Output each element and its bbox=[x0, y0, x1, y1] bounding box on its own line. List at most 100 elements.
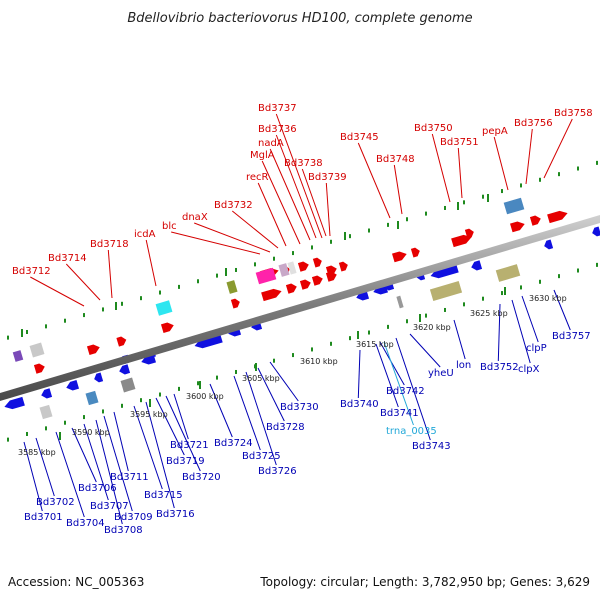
minor-tick bbox=[558, 172, 560, 177]
leader-line bbox=[409, 333, 441, 368]
leader-line bbox=[261, 160, 301, 245]
leader-line bbox=[275, 113, 323, 239]
gene-label-reverse: Bd3741 bbox=[380, 408, 419, 419]
minor-tick bbox=[577, 268, 579, 273]
minor-tick bbox=[102, 409, 104, 414]
minor-tick bbox=[558, 274, 560, 279]
major-tick bbox=[457, 202, 459, 210]
minor-tick bbox=[121, 301, 123, 306]
gene-label-forward: nadA bbox=[258, 138, 284, 149]
reverse-gene bbox=[4, 396, 25, 410]
scale-label: 3620 kbp bbox=[413, 323, 451, 332]
forward-gene bbox=[410, 247, 420, 258]
minor-tick bbox=[7, 335, 9, 340]
leader-line bbox=[103, 415, 133, 512]
minor-tick bbox=[425, 313, 427, 318]
scale-label: 3615 kbp bbox=[356, 340, 394, 349]
leader-line bbox=[395, 337, 431, 441]
gene-label-reverse: Bd3707 bbox=[90, 501, 129, 512]
gene-label-forward: icdA bbox=[134, 229, 156, 240]
minor-tick bbox=[463, 302, 465, 307]
gene-label-forward: pepA bbox=[482, 126, 508, 137]
leader-line bbox=[245, 371, 277, 466]
major-tick bbox=[59, 432, 61, 440]
minor-tick bbox=[292, 251, 294, 256]
leader-line bbox=[165, 395, 201, 472]
major-tick bbox=[225, 268, 227, 276]
gene-label-reverse: Bd3701 bbox=[24, 512, 63, 523]
minor-tick bbox=[159, 290, 161, 295]
feature-box bbox=[396, 295, 404, 309]
feature-box bbox=[226, 280, 238, 294]
leader-line bbox=[375, 343, 399, 408]
gene-label-reverse: Bd3728 bbox=[266, 422, 305, 433]
major-tick bbox=[357, 331, 359, 339]
feature-box bbox=[287, 261, 297, 275]
minor-tick bbox=[45, 324, 47, 329]
gene-label-reverse: Bd3715 bbox=[144, 490, 183, 501]
reverse-gene bbox=[119, 364, 131, 375]
minor-tick bbox=[596, 262, 598, 267]
gene-label-reverse: Bd3757 bbox=[552, 331, 591, 342]
minor-tick bbox=[577, 166, 579, 171]
forward-gene bbox=[464, 228, 474, 239]
leader-line bbox=[171, 231, 261, 255]
gene-label-reverse: Bd3743 bbox=[412, 441, 451, 452]
minor-tick bbox=[330, 341, 332, 346]
forward-gene bbox=[285, 283, 297, 294]
leader-line bbox=[511, 299, 531, 364]
leader-line bbox=[325, 182, 331, 237]
minor-tick bbox=[444, 205, 446, 210]
major-tick bbox=[115, 302, 117, 310]
leader-line bbox=[209, 383, 233, 438]
leader-line bbox=[35, 437, 55, 497]
gene-label-reverse: Bd3711 bbox=[110, 472, 149, 483]
gene-label-reverse: Bd3704 bbox=[66, 518, 105, 529]
gene-label-forward: Bd3758 bbox=[554, 108, 593, 119]
leader-line bbox=[145, 239, 157, 287]
minor-tick bbox=[102, 307, 104, 312]
forward-gene bbox=[451, 234, 472, 248]
label-leader-lines bbox=[23, 113, 573, 525]
minor-tick bbox=[235, 369, 237, 374]
minor-tick bbox=[501, 189, 503, 194]
forward-gene bbox=[392, 251, 407, 263]
forward-gene bbox=[325, 265, 337, 276]
forward-gene bbox=[312, 257, 322, 268]
minor-tick bbox=[273, 358, 275, 363]
leader-line bbox=[55, 431, 85, 518]
leader-line bbox=[233, 375, 261, 451]
scale-label: 3630 kbp bbox=[529, 294, 567, 303]
leader-line bbox=[95, 419, 123, 525]
gene-label-reverse: Bd3708 bbox=[104, 525, 143, 536]
gene-features bbox=[4, 197, 600, 420]
gene-label-reverse: Bd3726 bbox=[258, 466, 297, 477]
reverse-gene bbox=[66, 379, 80, 391]
gene-label-reverse: Bd3724 bbox=[214, 438, 253, 449]
minor-tick bbox=[520, 183, 522, 188]
scale-label: 3595 kbp bbox=[130, 410, 168, 419]
gene-label-forward: Bd3737 bbox=[258, 103, 297, 114]
gene-label-forward: Bd3750 bbox=[414, 123, 453, 134]
leader-line bbox=[23, 441, 43, 512]
minor-tick bbox=[254, 262, 256, 267]
minor-tick bbox=[178, 386, 180, 391]
major-tick bbox=[397, 221, 399, 229]
major-tick bbox=[21, 329, 23, 337]
leader-line bbox=[457, 147, 463, 199]
reverse-gene bbox=[41, 388, 53, 399]
reverse-gene bbox=[94, 372, 104, 383]
minor-tick bbox=[311, 347, 313, 352]
gene-label-reverse: clpP bbox=[526, 343, 547, 354]
leader-line bbox=[453, 319, 466, 360]
reverse-gene bbox=[471, 260, 483, 271]
major-tick bbox=[344, 232, 346, 240]
minor-tick bbox=[235, 267, 237, 272]
leader-line bbox=[357, 349, 361, 399]
minor-tick bbox=[406, 319, 408, 324]
genome-summary-text: Topology: circular; Length: 3,782,950 bp… bbox=[260, 575, 590, 589]
gene-label-forward: Bd3748 bbox=[376, 154, 415, 165]
leader-line bbox=[257, 182, 287, 247]
gene-label-forward: Bd3736 bbox=[258, 124, 297, 135]
feature-box bbox=[120, 377, 136, 393]
